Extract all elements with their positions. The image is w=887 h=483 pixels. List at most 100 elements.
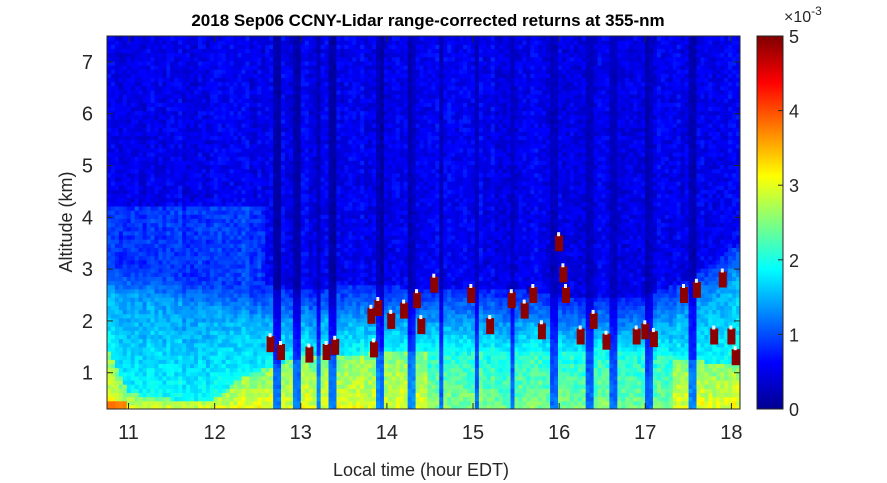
heatmap-cell <box>285 102 290 108</box>
heatmap-cell <box>178 268 183 273</box>
heatmap-cell <box>237 367 243 373</box>
heatmap-cell <box>186 263 191 269</box>
heatmap-cell <box>186 268 191 273</box>
heatmap-cell <box>178 52 183 58</box>
heatmap-cell <box>182 313 187 319</box>
heatmap-cell <box>166 313 171 319</box>
heatmap-cell <box>261 44 266 50</box>
heatmap-cell <box>174 313 179 319</box>
heatmap-cell <box>170 239 175 244</box>
heatmap-cell <box>316 176 322 182</box>
heatmap-cell <box>126 143 132 149</box>
heatmap-cell <box>304 342 310 348</box>
heatmap-cell <box>166 201 171 207</box>
heatmap-cell <box>316 297 322 302</box>
heatmap-cell <box>249 106 254 112</box>
heatmap-cell <box>233 392 239 398</box>
heatmap-cell <box>316 384 322 389</box>
heatmap-cell <box>285 334 290 340</box>
heatmap-cell <box>126 102 132 108</box>
heatmap-cell <box>273 77 278 83</box>
heatmap-cell <box>142 44 148 50</box>
heatmap-cell <box>114 127 120 132</box>
heatmap-cell <box>273 342 278 348</box>
heatmap-cell <box>225 205 231 211</box>
heatmap-cell <box>118 388 124 394</box>
heatmap-cell <box>107 197 112 203</box>
heatmap-cell <box>107 239 112 244</box>
heatmap-cell <box>288 81 294 87</box>
heatmap-cell <box>130 123 136 128</box>
heatmap-cell <box>285 65 290 70</box>
heatmap-cell <box>190 355 195 360</box>
heatmap-cell <box>320 181 326 186</box>
heatmap-cell <box>245 181 251 186</box>
heatmap-cell <box>288 243 294 248</box>
heatmap-cell <box>107 56 112 62</box>
heatmap-cell <box>162 259 167 265</box>
heatmap-cell <box>285 168 290 174</box>
heatmap-cell <box>269 106 274 112</box>
heatmap-cell <box>304 400 310 406</box>
heatmap-cell <box>154 301 160 306</box>
heatmap-cell <box>150 404 156 409</box>
heatmap-cell <box>320 135 326 141</box>
heatmap-cell <box>182 139 187 145</box>
heatmap-cell <box>324 400 330 406</box>
heatmap-cell <box>142 263 148 269</box>
heatmap-cell <box>107 305 112 311</box>
heatmap-cell <box>273 243 278 248</box>
heatmap-cell <box>158 210 163 215</box>
heatmap-cell <box>261 210 266 215</box>
heatmap-cell <box>170 272 175 277</box>
heatmap-cell <box>229 65 235 70</box>
heatmap-cell <box>194 181 199 186</box>
heatmap-cell <box>253 85 258 91</box>
heatmap-cell <box>130 247 136 253</box>
heatmap-cell <box>217 388 223 394</box>
heatmap-cell <box>277 334 282 340</box>
heatmap-cell <box>241 388 247 394</box>
heatmap-cell <box>296 400 302 406</box>
heatmap-cell <box>197 147 203 153</box>
heatmap-cell <box>249 330 254 335</box>
heatmap-cell <box>265 189 270 195</box>
heatmap-cell <box>170 44 175 50</box>
heatmap-cell <box>245 123 251 128</box>
heatmap-cell <box>197 110 203 116</box>
heatmap-cell <box>158 81 163 87</box>
heatmap-cell <box>285 342 290 348</box>
heatmap-cell <box>300 371 306 377</box>
heatmap-cell <box>233 276 239 282</box>
heatmap-cell <box>233 205 239 211</box>
heatmap-cell <box>190 251 195 257</box>
heatmap-cell <box>233 102 239 108</box>
heatmap-cell <box>134 234 140 240</box>
heatmap-cell <box>292 40 298 45</box>
heatmap-cell <box>142 326 148 331</box>
heatmap-cell <box>166 388 171 394</box>
heatmap-cell <box>288 210 294 215</box>
heatmap-cell <box>150 160 156 166</box>
heatmap-cell <box>166 371 171 377</box>
heatmap-cell <box>225 400 231 406</box>
heatmap-cell <box>269 98 274 103</box>
heatmap-cell <box>107 334 112 340</box>
heatmap-cell <box>182 305 187 311</box>
heatmap-cell <box>107 139 112 145</box>
heatmap-cell <box>130 239 136 244</box>
heatmap-cell <box>170 379 175 385</box>
heatmap-cell <box>130 98 136 103</box>
heatmap-cell <box>154 288 160 294</box>
heatmap-cell <box>288 226 294 232</box>
heatmap-cell <box>122 292 128 298</box>
heatmap-cell <box>182 359 187 365</box>
heatmap-cell <box>142 201 148 207</box>
heatmap-cell <box>174 210 179 215</box>
heatmap-cell <box>217 60 223 66</box>
heatmap-cell <box>146 288 152 294</box>
heatmap-cell <box>281 263 286 269</box>
heatmap-cell <box>205 321 211 327</box>
heatmap-cell <box>300 330 306 335</box>
heatmap-cell <box>237 243 243 248</box>
